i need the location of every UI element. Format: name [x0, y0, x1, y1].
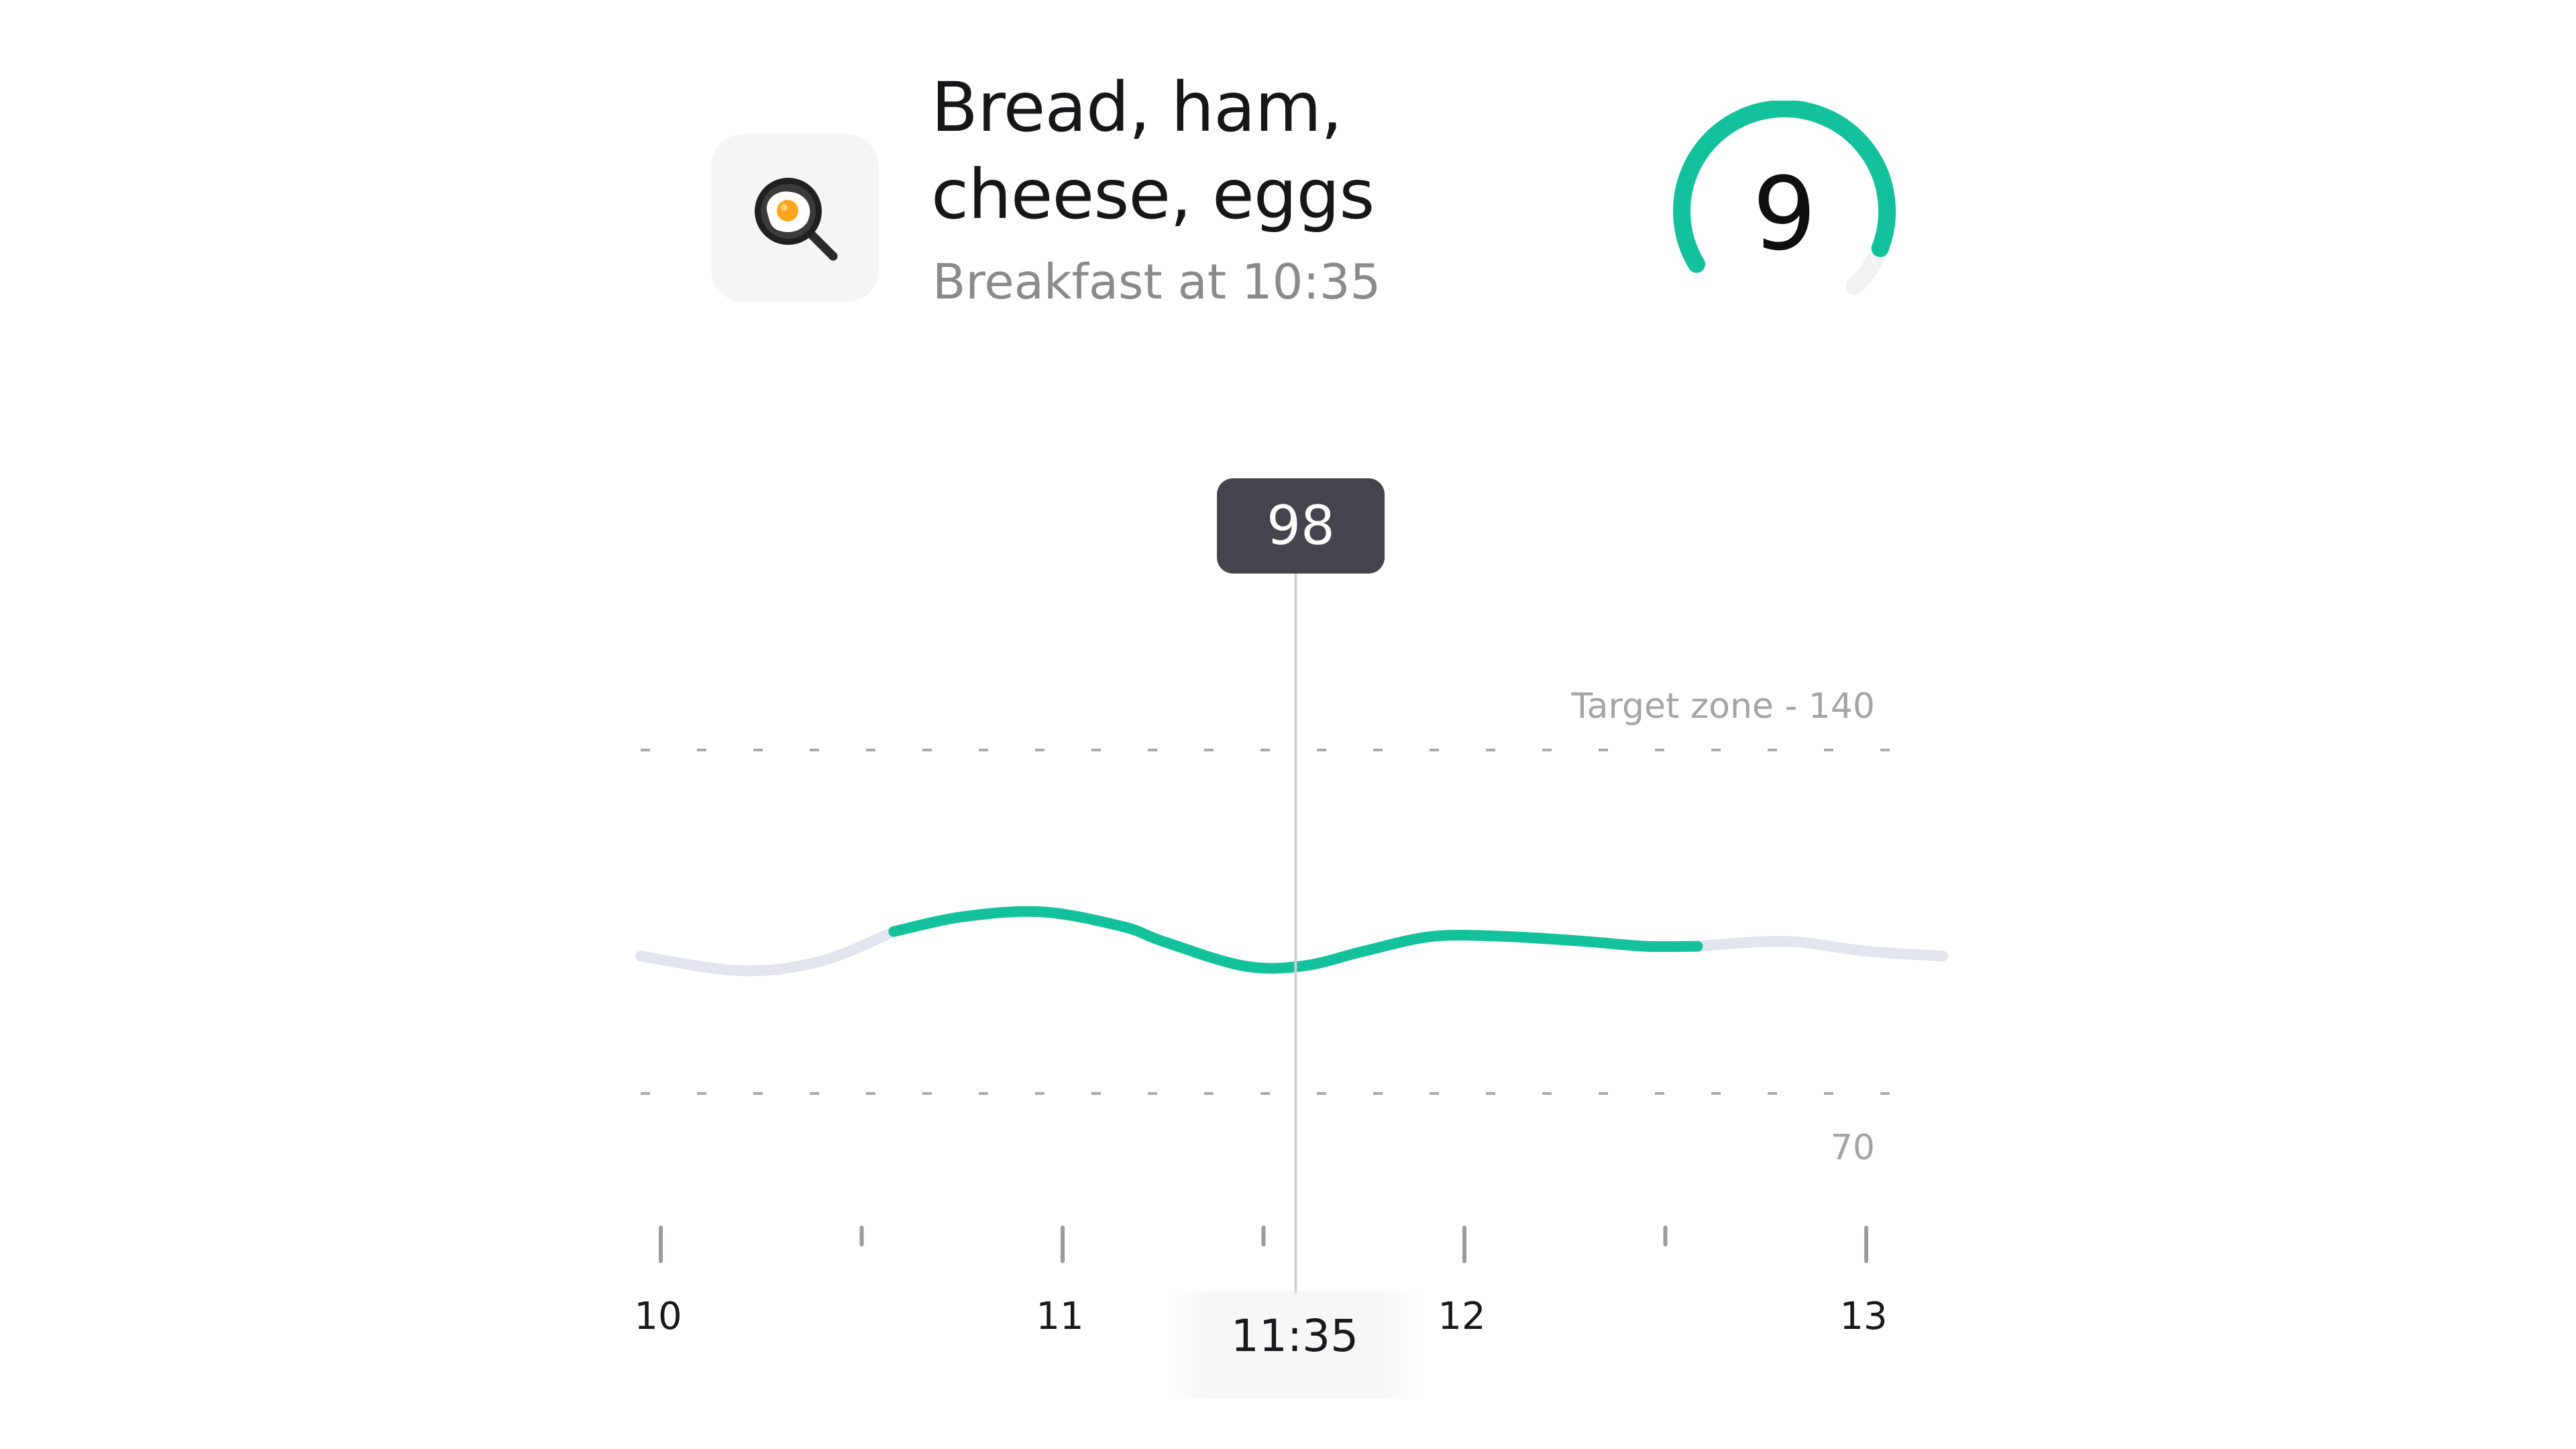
glucose-curve [635, 906, 1948, 977]
glucose-curve-highlighted [888, 906, 1703, 974]
x-axis-label: 11 [1036, 1295, 1084, 1338]
x-axis-label: 12 [1438, 1295, 1486, 1338]
target-zone-label: Target zone - 140 [1571, 686, 1875, 727]
score-value: 9 [1752, 156, 1817, 273]
time-label-background [1167, 1291, 1422, 1399]
score-ring-fill [1672, 101, 1896, 273]
meal-subtitle: Breakfast at 10:35 [932, 254, 1381, 310]
x-axis-ticks [659, 1226, 1868, 1263]
meal-icon-tile [711, 134, 879, 302]
meal-title: Bread, ham, cheese, eggs [931, 68, 1375, 235]
score-ring [1672, 101, 1896, 295]
glucose-curve-before [635, 926, 900, 977]
cursor-time-label[interactable]: 11:35 [1230, 1310, 1359, 1362]
lower-bound-label: 70 [1830, 1128, 1875, 1168]
x-axis-label: 10 [634, 1295, 682, 1338]
x-axis-label: 13 [1839, 1295, 1888, 1338]
glucose-curve-after [1692, 936, 1948, 962]
target-zone-lines [641, 749, 1912, 1095]
fried-egg-pan-icon [755, 178, 838, 261]
value-tooltip: 98 [1217, 478, 1385, 574]
